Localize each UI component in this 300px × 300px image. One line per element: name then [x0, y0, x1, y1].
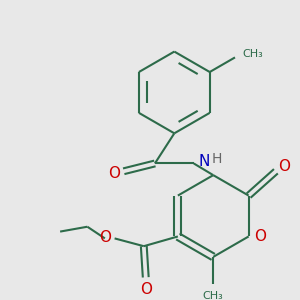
Text: O: O [278, 159, 290, 174]
Text: O: O [140, 281, 152, 296]
Text: CH₃: CH₃ [203, 291, 224, 300]
Text: O: O [254, 229, 266, 244]
Text: O: O [99, 230, 111, 245]
Text: H: H [211, 152, 222, 166]
Text: O: O [108, 166, 120, 181]
Text: N: N [199, 154, 210, 169]
Text: CH₃: CH₃ [243, 50, 263, 59]
